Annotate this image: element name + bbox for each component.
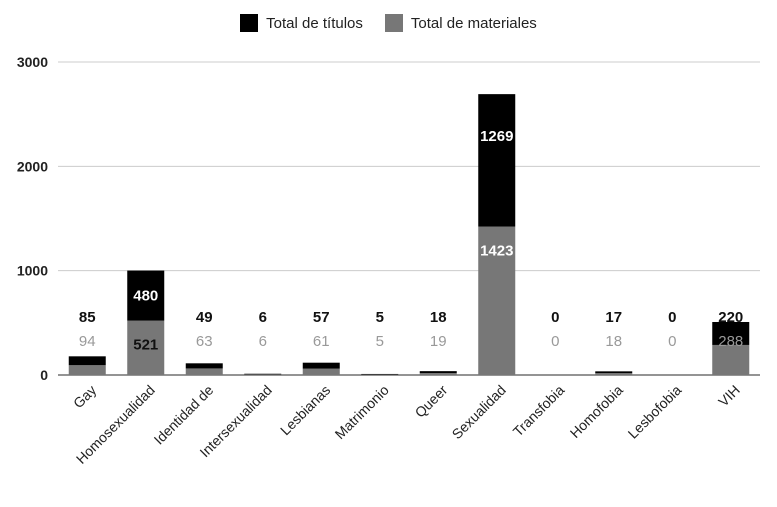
bar-total-titulos (244, 373, 282, 375)
data-label-materiales: 61 (313, 333, 330, 350)
data-label-titulos: 1269 (480, 128, 513, 145)
y-tick-label: 2000 (17, 158, 48, 174)
data-label-materiales: 5 (376, 333, 384, 350)
data-label-materiales: 288 (718, 333, 743, 350)
x-tick-label: Homofobia (567, 382, 626, 441)
data-label-titulos: 57 (313, 309, 330, 326)
legend-item-titulos: Total de títulos (240, 14, 363, 32)
bar-total-titulos (361, 373, 399, 375)
bar-total-titulos (127, 270, 165, 321)
legend-label-titulos: Total de títulos (266, 14, 363, 32)
bar-total-materiales (302, 368, 340, 375)
data-label-materiales: 94 (79, 333, 96, 350)
x-tick-label: VIH (715, 382, 743, 410)
x-tick-label: Lesbianas (277, 382, 333, 438)
data-label-titulos: 0 (551, 309, 559, 326)
bar-total-materiales (244, 374, 282, 375)
data-label-titulos: 18 (430, 309, 447, 326)
bar-total-titulos (478, 94, 516, 227)
legend-item-materiales: Total de materiales (384, 14, 537, 32)
data-label-materiales: 1423 (480, 243, 513, 260)
bar-total-titulos (712, 321, 750, 345)
bar-total-materiales (68, 365, 106, 375)
data-label-titulos: 49 (196, 309, 213, 326)
legend: Total de títulos Total de materiales (0, 14, 777, 32)
data-label-titulos: 0 (668, 309, 676, 326)
bar-total-materiales (419, 373, 457, 375)
bar-total-materiales (478, 226, 516, 375)
bar-total-materiales (127, 320, 165, 375)
data-label-materiales: 0 (551, 333, 559, 350)
bar-total-materiales (595, 373, 633, 375)
y-tick-label: 3000 (17, 54, 48, 70)
data-label-materiales: 6 (259, 333, 267, 350)
bar-total-titulos (185, 363, 223, 369)
bar-total-titulos (68, 356, 106, 366)
legend-swatch-titulos (240, 14, 259, 32)
bar-total-materiales (712, 344, 750, 375)
data-label-titulos: 17 (605, 309, 622, 326)
data-label-titulos: 5 (376, 309, 384, 326)
x-tick-label: Sexualidad (449, 382, 509, 442)
data-label-titulos: 85 (79, 309, 96, 326)
data-label-materiales: 63 (196, 333, 213, 350)
bar-total-titulos (302, 362, 340, 369)
data-label-materiales: 0 (668, 333, 676, 350)
y-tick-label: 0 (40, 367, 48, 383)
x-tick-label: Matrimonio (332, 382, 392, 442)
legend-label-materiales: Total de materiales (410, 14, 537, 32)
y-tick-label: 1000 (17, 263, 48, 279)
x-tick-label: Queer (412, 382, 451, 421)
data-label-titulos: 480 (133, 288, 158, 305)
bar-total-titulos (419, 371, 457, 374)
data-label-materiales: 19 (430, 333, 447, 350)
x-tick-label: Gay (70, 382, 99, 411)
bar-total-titulos (595, 371, 633, 374)
data-label-titulos: 220 (718, 309, 743, 326)
legend-swatch-materiales (384, 14, 403, 32)
data-label-materiales: 18 (605, 333, 622, 350)
data-label-materiales: 521 (133, 337, 158, 354)
x-tick-label: Lesbofobia (625, 382, 685, 442)
bar-total-materiales (185, 368, 223, 375)
data-label-titulos: 6 (259, 309, 267, 326)
bar-total-materiales (361, 374, 399, 375)
x-tick-label: Transfobia (510, 382, 568, 440)
